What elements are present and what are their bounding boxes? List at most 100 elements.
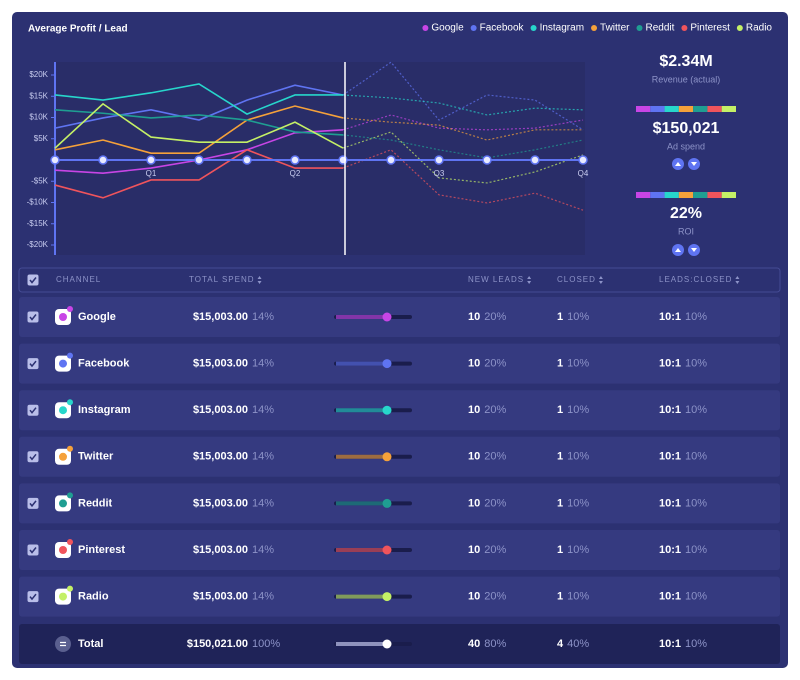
color-bar-segment bbox=[707, 192, 722, 198]
checkbox[interactable] bbox=[27, 451, 39, 463]
checkbox[interactable] bbox=[27, 404, 39, 416]
x-point bbox=[50, 155, 60, 165]
cell-percent: 14% bbox=[252, 544, 274, 556]
checkmark bbox=[29, 407, 37, 414]
button-icon bbox=[691, 162, 697, 166]
y-tick-label: -$5K bbox=[31, 176, 49, 185]
y-tick-label: $10K bbox=[29, 113, 48, 122]
cell-percent: 20% bbox=[484, 311, 506, 323]
chart-title: Average Profit / Lead bbox=[28, 24, 128, 35]
total-icon bbox=[55, 636, 71, 652]
cell-percent: 14% bbox=[252, 497, 274, 509]
channel-name: Total bbox=[78, 638, 103, 650]
checkbox[interactable] bbox=[27, 311, 39, 323]
channel-icon-mark bbox=[59, 592, 67, 601]
kpi-value: $150,021 bbox=[653, 120, 720, 137]
channel-icon-mark bbox=[59, 499, 67, 508]
checkbox[interactable] bbox=[27, 497, 39, 509]
cell-percent: 10% bbox=[567, 544, 589, 556]
cell-value: 10 bbox=[468, 358, 480, 370]
cell-value: 10 bbox=[468, 591, 480, 603]
cell-value: $15,003.00 bbox=[193, 451, 248, 463]
x-point bbox=[338, 155, 348, 165]
sort-icon[interactable] bbox=[735, 276, 740, 284]
y-tick-label: $15K bbox=[29, 91, 48, 100]
legend-swatch bbox=[736, 25, 743, 31]
checkmark bbox=[29, 500, 37, 508]
cell-value: 10 bbox=[468, 404, 480, 416]
channel-name: Instagram bbox=[78, 404, 131, 416]
kpi-label: ROI bbox=[678, 226, 694, 236]
color-bar-segment bbox=[664, 192, 679, 198]
slider-knob[interactable] bbox=[382, 359, 392, 369]
checkbox[interactable] bbox=[27, 274, 39, 286]
cell-value: 10 bbox=[468, 544, 480, 556]
series-line-projected bbox=[342, 61, 584, 131]
color-bar-segment bbox=[721, 192, 736, 198]
checkbox[interactable] bbox=[27, 591, 39, 603]
sort-icon[interactable] bbox=[527, 276, 532, 284]
series-line bbox=[54, 105, 344, 154]
channel-icon-badge bbox=[67, 352, 73, 359]
column-header: CHANNEL bbox=[56, 275, 101, 284]
sort-icon[interactable] bbox=[257, 276, 262, 284]
cell-value: $15,003.00 bbox=[193, 358, 248, 370]
cell-percent: 10% bbox=[685, 544, 707, 556]
slider-knob[interactable] bbox=[382, 639, 392, 649]
cell-percent: 14% bbox=[252, 451, 274, 463]
cell-value: 10:1 bbox=[659, 358, 681, 370]
slider-knob[interactable] bbox=[382, 592, 392, 602]
cell-value: 1 bbox=[557, 311, 563, 323]
channel-icon-badge bbox=[67, 306, 73, 312]
sort-icon[interactable] bbox=[598, 276, 603, 284]
legend-label: Radio bbox=[746, 23, 773, 34]
cell-percent: 100% bbox=[252, 638, 280, 650]
column-header[interactable]: LEADS:CLOSED bbox=[659, 275, 732, 284]
channel-icon-mark bbox=[59, 313, 67, 321]
cell-percent: 10% bbox=[567, 311, 589, 323]
checkmark bbox=[29, 453, 37, 461]
cell-percent: 80% bbox=[484, 638, 506, 650]
series-line-projected bbox=[342, 149, 584, 211]
checkbox[interactable] bbox=[27, 544, 39, 556]
cell-value: 10:1 bbox=[659, 591, 681, 603]
slider-knob[interactable] bbox=[382, 452, 392, 462]
y-tick-label: $5K bbox=[34, 134, 49, 143]
color-bar-segment bbox=[636, 192, 651, 198]
cell-value: 10:1 bbox=[659, 497, 681, 509]
legend-swatch bbox=[422, 25, 429, 31]
slider-knob[interactable] bbox=[382, 405, 392, 415]
legend-swatch bbox=[470, 25, 477, 31]
legend-swatch bbox=[530, 25, 537, 31]
cell-percent: 10% bbox=[567, 497, 589, 509]
checkbox[interactable] bbox=[27, 358, 39, 370]
series-line bbox=[54, 102, 344, 149]
cell-value: 10:1 bbox=[659, 544, 681, 556]
slider-knob[interactable] bbox=[382, 545, 392, 555]
cell-value: 10 bbox=[468, 451, 480, 463]
channel-name: Twitter bbox=[78, 451, 114, 463]
cell-percent: 10% bbox=[567, 451, 589, 463]
column-header[interactable]: CLOSED bbox=[557, 275, 596, 284]
cell-value: $15,003.00 bbox=[193, 591, 248, 603]
column-header[interactable]: NEW LEADS bbox=[468, 275, 524, 284]
checkmark bbox=[29, 547, 37, 554]
legend-label: Pinterest bbox=[690, 23, 730, 34]
cell-percent: 14% bbox=[252, 591, 274, 603]
kpi-value: $2.34M bbox=[659, 53, 712, 70]
cell-value: 10:1 bbox=[659, 311, 681, 323]
slider-knob[interactable] bbox=[382, 498, 392, 508]
cell-percent: 20% bbox=[484, 544, 506, 556]
channel-icon-mark bbox=[59, 546, 67, 554]
button-icon bbox=[691, 248, 697, 252]
slider-knob[interactable] bbox=[382, 312, 392, 322]
column-header[interactable]: TOTAL SPEND bbox=[189, 275, 255, 284]
cell-percent: 10% bbox=[685, 591, 707, 603]
y-tick-label: -$10K bbox=[27, 198, 49, 207]
color-bar-segment bbox=[650, 106, 665, 112]
cell-percent: 14% bbox=[252, 311, 274, 323]
channel-icon-mark bbox=[59, 359, 67, 368]
cell-percent: 40% bbox=[567, 638, 589, 650]
channel-name: Google bbox=[78, 311, 116, 323]
